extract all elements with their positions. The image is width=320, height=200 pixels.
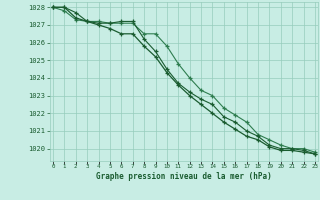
X-axis label: Graphe pression niveau de la mer (hPa): Graphe pression niveau de la mer (hPa) — [96, 172, 272, 181]
